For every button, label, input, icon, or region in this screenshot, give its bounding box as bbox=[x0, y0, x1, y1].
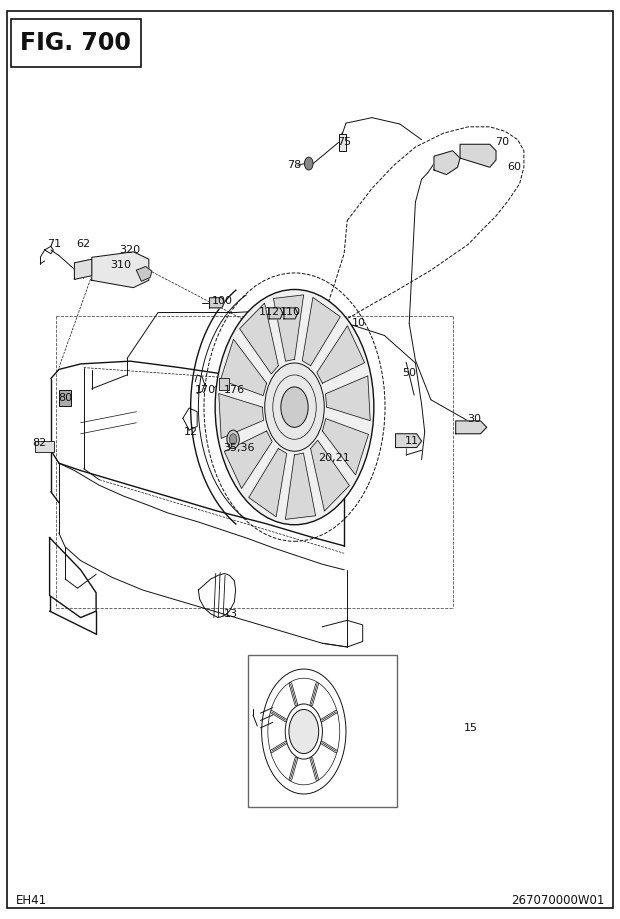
Text: 320: 320 bbox=[120, 245, 141, 255]
Text: 11: 11 bbox=[405, 437, 419, 446]
Circle shape bbox=[227, 430, 239, 448]
Text: 75: 75 bbox=[337, 138, 351, 147]
Text: 13: 13 bbox=[224, 609, 237, 618]
Polygon shape bbox=[269, 308, 283, 319]
Text: 110: 110 bbox=[280, 308, 301, 317]
Text: 78: 78 bbox=[288, 161, 301, 170]
Polygon shape bbox=[224, 431, 272, 489]
Polygon shape bbox=[74, 259, 92, 279]
Polygon shape bbox=[92, 252, 149, 288]
Text: 80: 80 bbox=[58, 393, 72, 403]
Polygon shape bbox=[249, 448, 286, 516]
Polygon shape bbox=[210, 298, 224, 308]
Text: 70: 70 bbox=[495, 138, 509, 147]
Polygon shape bbox=[311, 440, 350, 511]
Text: 112: 112 bbox=[259, 308, 280, 317]
Text: 12: 12 bbox=[184, 427, 198, 437]
Polygon shape bbox=[239, 303, 278, 374]
Circle shape bbox=[229, 434, 237, 445]
Polygon shape bbox=[136, 267, 152, 281]
Text: 20,21: 20,21 bbox=[317, 453, 350, 462]
Bar bbox=[59, 390, 71, 406]
Text: 15: 15 bbox=[464, 723, 478, 732]
Polygon shape bbox=[284, 308, 298, 319]
Bar bbox=[11, 19, 141, 67]
Circle shape bbox=[281, 387, 308, 427]
Text: FIG. 700: FIG. 700 bbox=[20, 31, 131, 55]
Polygon shape bbox=[456, 421, 487, 434]
Polygon shape bbox=[322, 419, 368, 475]
Text: 170: 170 bbox=[195, 385, 216, 394]
Text: 30: 30 bbox=[467, 414, 481, 424]
Polygon shape bbox=[326, 376, 370, 421]
Bar bbox=[35, 441, 54, 452]
Text: 71: 71 bbox=[47, 239, 61, 248]
Text: 310: 310 bbox=[110, 260, 131, 269]
Polygon shape bbox=[434, 151, 460, 175]
Text: 50: 50 bbox=[402, 369, 416, 378]
Bar bbox=[339, 134, 346, 151]
Circle shape bbox=[289, 709, 319, 754]
Polygon shape bbox=[460, 144, 496, 167]
Circle shape bbox=[215, 289, 374, 525]
Polygon shape bbox=[219, 393, 264, 438]
Text: 82: 82 bbox=[32, 438, 46, 448]
Bar bbox=[219, 378, 229, 390]
Polygon shape bbox=[221, 339, 267, 395]
Polygon shape bbox=[303, 298, 340, 366]
Circle shape bbox=[304, 157, 313, 170]
Bar bbox=[248, 655, 397, 807]
Polygon shape bbox=[317, 325, 365, 383]
Polygon shape bbox=[273, 295, 304, 361]
Text: 267070000W01: 267070000W01 bbox=[511, 894, 604, 907]
Text: 60: 60 bbox=[508, 163, 521, 172]
Text: 35,36: 35,36 bbox=[223, 444, 254, 453]
Text: 62: 62 bbox=[77, 239, 91, 248]
Text: EH41: EH41 bbox=[16, 894, 46, 907]
Circle shape bbox=[265, 363, 324, 451]
Polygon shape bbox=[285, 453, 316, 519]
Polygon shape bbox=[396, 434, 422, 448]
Text: 176: 176 bbox=[224, 385, 245, 394]
Text: 10: 10 bbox=[352, 319, 365, 328]
Text: 100: 100 bbox=[211, 297, 232, 306]
